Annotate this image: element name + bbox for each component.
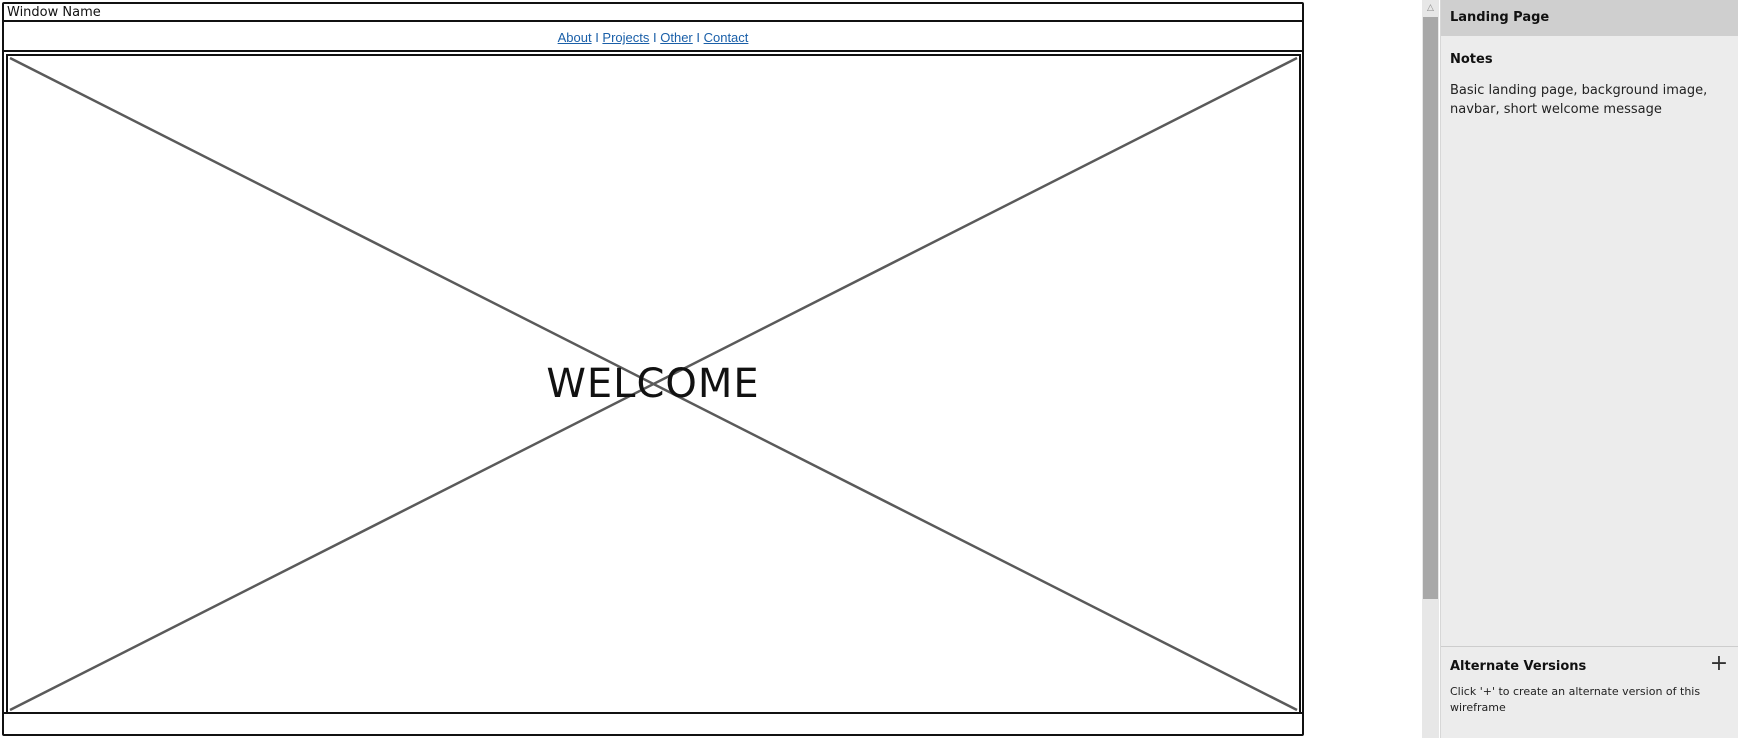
alternate-versions-hint: Click '+' to create an alternate version… [1450, 685, 1701, 714]
welcome-heading: WELCOME [546, 361, 760, 407]
scroll-up-icon[interactable]: △ [1427, 3, 1434, 13]
nav-separator: I [591, 30, 603, 45]
image-placeholder-cross [9, 56, 1298, 712]
scrollbar-thumb[interactable] [1423, 17, 1438, 599]
add-alternate-version-icon[interactable]: + [1709, 651, 1729, 676]
notes-heading: Notes [1450, 52, 1493, 67]
vertical-scrollbar[interactable]: △ [1422, 0, 1439, 738]
nav-link-about[interactable]: About [557, 30, 592, 45]
alternate-versions-section: Alternate Versions + Click '+' to create… [1441, 646, 1738, 738]
footer-bar [4, 712, 1302, 734]
window-title: Window Name [7, 5, 101, 20]
nav-link-contact[interactable]: Contact [703, 30, 749, 45]
wireframe-browser-window[interactable]: Window Name About I Projects I Other I C… [2, 2, 1304, 736]
panel-title: Landing Page [1441, 0, 1738, 36]
placeholder-diagonal [9, 56, 1298, 712]
navbar: About I Projects I Other I Contact [4, 24, 1302, 52]
properties-panel: Landing Page Notes Basic landing page, b… [1440, 0, 1738, 738]
alternate-versions-heading: Alternate Versions [1450, 659, 1587, 674]
nav-separator: I [692, 30, 704, 45]
nav-link-other[interactable]: Other [660, 30, 693, 45]
window-title-bar: Window Name [4, 4, 1302, 22]
nav-link-projects[interactable]: Projects [602, 30, 650, 45]
nav-separator: I [649, 30, 661, 45]
notes-text[interactable]: Basic landing page, background image, na… [1450, 83, 1708, 117]
